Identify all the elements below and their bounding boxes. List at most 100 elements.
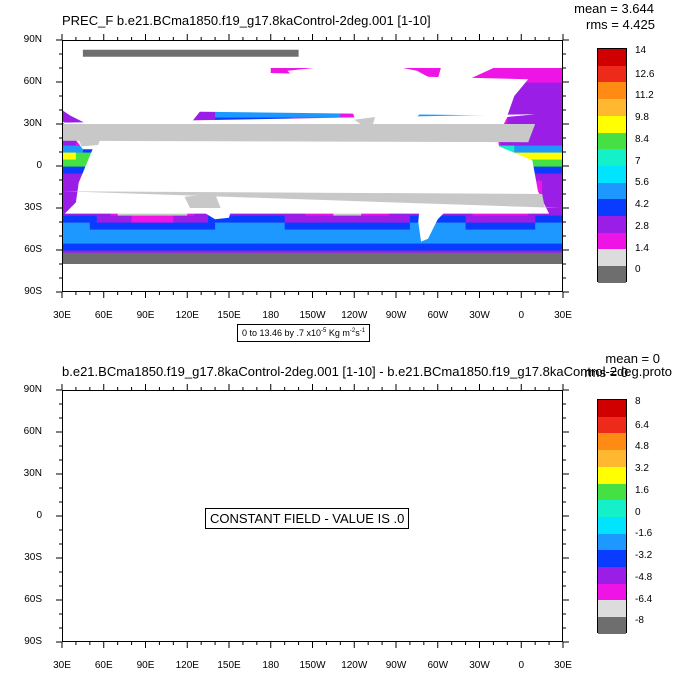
precip-cell [124,215,133,223]
precip-cell [117,229,126,237]
panel1-lon-label: 30E [53,310,71,321]
precip-cell [187,236,195,244]
precip-cell [549,131,557,139]
precip-cell [542,180,550,188]
precip-cell [403,243,411,251]
precip-cell [521,229,529,237]
precip-cell [215,236,223,244]
panel2-colorbar-label: 8 [635,396,641,407]
precip-cell [437,236,446,244]
panel1-colorbar-swatch [598,216,626,233]
precip-cell [110,215,119,223]
precip-cell [326,110,334,118]
precip-cell [138,236,147,244]
precip-cell [451,243,460,251]
precip-cell [458,229,467,237]
precip-cell [521,96,529,104]
precip-cell [298,229,307,237]
precip-cell [507,103,515,111]
precip-cell [549,103,557,111]
panel1-colorbar-swatch [598,99,626,116]
panel1-colorbar-swatch [598,199,626,217]
precip-cell [152,243,161,251]
precip-cell [500,236,508,244]
precip-cell [521,75,529,83]
precip-cell [493,68,501,76]
precip-cell [69,180,77,188]
precip-cell [514,68,522,76]
precip-cell [556,96,563,104]
precip-cell [117,222,126,230]
precip-cell [159,222,167,230]
precip-cell [103,229,112,237]
precip-cell [542,82,550,90]
precip-cell [187,222,195,230]
precip-cell [493,222,501,230]
precip-cell [333,222,341,230]
precip-cell [472,215,481,223]
precip-cell [528,236,536,244]
precip-cell [556,194,563,202]
precip-cell [173,236,181,244]
precip-cell [333,110,341,118]
precip-cell [222,229,230,237]
precip-cell [472,222,481,230]
precip-cell [173,229,181,237]
precip-cell [215,243,223,251]
precip-cell [89,243,98,251]
precip-cell [528,131,536,139]
panel2-lat-label: 90N [23,384,42,395]
panel1-rms: rms = 4.425 [585,17,655,32]
panel1-lon-label: 60W [427,310,449,321]
precip-cell [215,229,223,237]
precip-cell [500,215,508,223]
precip-cell [194,229,202,237]
precip-cell [549,124,557,132]
precip-cell [131,243,140,251]
precip-cell [535,173,543,181]
precip-cell [535,236,543,244]
precip-cell [69,152,77,160]
precip-cell [166,236,174,244]
precip-cell [270,222,279,230]
panel2-colorbar-swatch [598,567,626,584]
precip-cell [486,215,495,223]
precip-cell [208,110,216,118]
precip-cell [103,222,112,230]
precip-cell [152,222,161,230]
panel1-lon-label: 180 [262,310,280,321]
precip-cell [249,110,258,118]
precip-cell [208,215,216,223]
precip-cell [62,159,70,167]
precip-cell [117,243,126,251]
panel2-colorbar-swatch [598,550,626,568]
precip-cell [507,229,515,237]
precip-cell [556,243,563,251]
panel1-colorbar-swatch [598,266,626,283]
panel2-colorbar-label: -4.8 [635,571,653,583]
panel1-colorbar-swatch [598,65,626,83]
precip-cell [542,75,550,83]
precip-cell [542,201,550,209]
precip-cell [549,208,557,216]
panel2-mean: mean = 0 [605,351,660,366]
range-note-tail-exp: -1 [359,328,366,334]
precip-cell [138,222,147,230]
panel1-map-frame [62,40,563,292]
precip-cell [403,229,411,237]
precip-cell [117,215,126,223]
precip-cell [507,243,515,251]
precip-cell [549,110,557,118]
precip-cell [556,82,563,90]
precip-cell [270,236,279,244]
precip-cell [375,229,383,237]
panel1-lat-label: 60N [23,76,42,87]
precip-cell [507,145,515,153]
precip-cell [549,229,557,237]
precip-cell [361,215,369,223]
precip-cell [528,117,536,125]
precip-cell [222,222,230,230]
panel1-lon-label: 150E [217,310,241,321]
panel2-colorbar-swatch [598,416,626,434]
precip-cell [180,236,188,244]
